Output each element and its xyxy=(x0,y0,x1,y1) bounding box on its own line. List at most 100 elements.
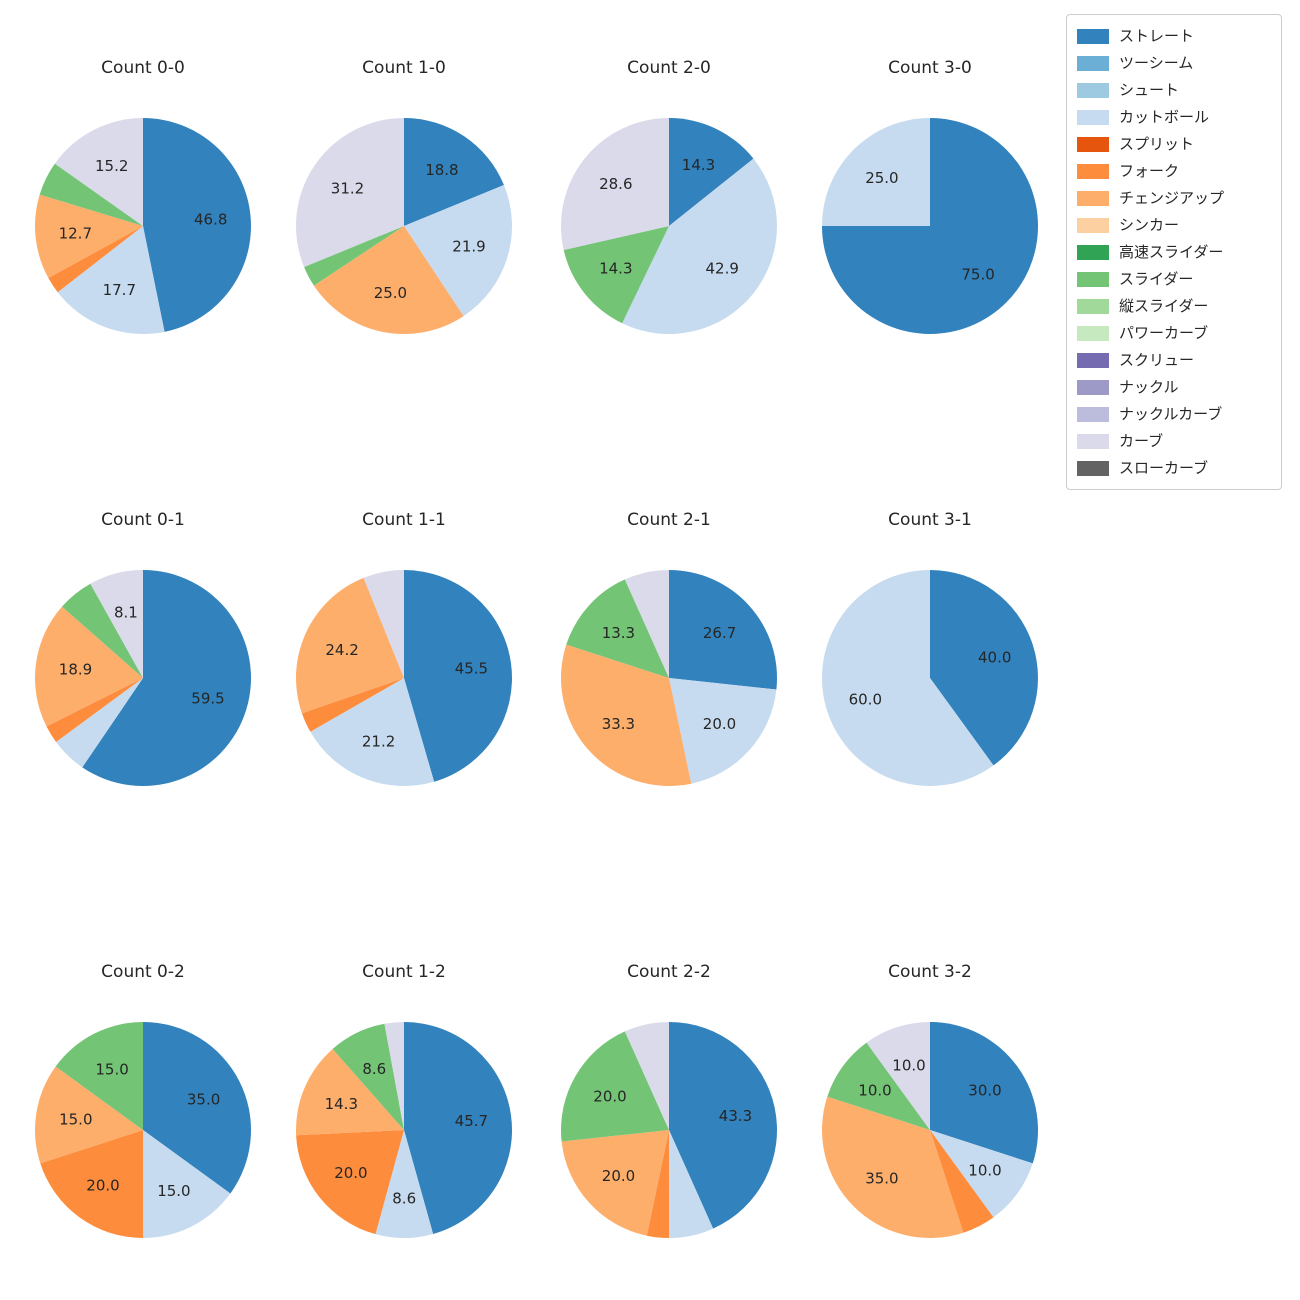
legend-item: ストレート xyxy=(1077,27,1271,45)
pie-slice xyxy=(561,644,692,787)
legend-swatch xyxy=(1077,271,1109,287)
pie-slice-label: 45.5 xyxy=(455,660,488,678)
pie-cell: Count 2-2 43.3 20.0 20.0 xyxy=(539,944,799,1245)
pie-chart: 26.7 20.0 33.3 13.3 xyxy=(561,570,777,787)
pie-chart: 46.8 17.7 12.7 15.2 xyxy=(35,118,251,334)
legend-label: シンカー xyxy=(1119,216,1180,234)
pie-title: Count 1-2 xyxy=(362,962,446,982)
pie-slice-label: 20.0 xyxy=(602,1167,635,1185)
pie-cell: Count 1-1 45.5 21.2 24.2 xyxy=(274,492,534,793)
pie-chart: 35.0 15.0 20.0 15.0 15.0 xyxy=(35,1022,251,1238)
legend-swatch xyxy=(1077,244,1109,260)
pie-slice-label: 43.3 xyxy=(719,1107,752,1125)
pie-cell: Count 2-0 14.3 42.9 14.3 28.6 xyxy=(539,40,799,341)
pie-cell: Count 2-1 26.7 20.0 33.3 13.3 xyxy=(539,492,799,793)
legend-swatch xyxy=(1077,190,1109,206)
pie-title: Count 1-1 xyxy=(362,510,446,530)
pie-slice-label: 14.3 xyxy=(599,260,632,278)
pie-slice xyxy=(313,226,464,335)
legend-item: ツーシーム xyxy=(1077,54,1271,72)
pie-slice xyxy=(669,678,777,784)
pie-slice xyxy=(930,570,1038,766)
pie-slice-label: 15.0 xyxy=(157,1182,190,1200)
pie-slice-label: 17.7 xyxy=(103,281,136,299)
pie-slice-label: 35.0 xyxy=(865,1169,898,1187)
pie-cell: Count 0-1 59.5 18.9 8.1 xyxy=(13,492,273,793)
pie-slice xyxy=(61,583,143,678)
pie-slice xyxy=(561,1031,669,1142)
pie-slice xyxy=(35,1066,143,1164)
pie-slice-label: 31.2 xyxy=(331,179,364,197)
pie-cell: Count 0-0 46.8 17.7 12.7 15.2 xyxy=(13,40,273,341)
pie-slice xyxy=(143,118,251,332)
pie-slice-label: 8.6 xyxy=(392,1189,416,1207)
legend-swatch xyxy=(1077,460,1109,476)
pie-slice-label: 15.2 xyxy=(95,157,128,175)
pie-slice xyxy=(404,118,504,226)
pie-slice xyxy=(821,570,994,786)
pie-slice-label: 75.0 xyxy=(961,265,994,283)
pie-slice-label: 14.3 xyxy=(682,156,715,174)
pie-title: Count 2-2 xyxy=(627,962,711,982)
pie-slice xyxy=(57,226,165,334)
pie-slice-label: 12.7 xyxy=(59,224,92,242)
pie-slice xyxy=(622,158,778,334)
pie-slice-label: 45.7 xyxy=(455,1112,488,1130)
legend-item: チェンジアップ xyxy=(1077,189,1271,207)
pie-slice-label: 10.0 xyxy=(858,1081,891,1099)
legend-label: フォーク xyxy=(1119,162,1180,180)
pie-slice xyxy=(822,1096,964,1238)
legend-label: スクリュー xyxy=(1119,351,1195,369)
pie-chart: 45.78.620.014.38.6 xyxy=(296,1022,512,1238)
legend-label: パワーカーブ xyxy=(1119,324,1209,342)
pie-slice-label: 59.5 xyxy=(191,689,224,707)
pie-slice-label: 21.9 xyxy=(452,237,485,255)
legend-swatch xyxy=(1077,379,1109,395)
pie-slice xyxy=(669,1130,714,1238)
pie-slice xyxy=(822,118,930,226)
legend-item: フォーク xyxy=(1077,162,1271,180)
legend-label: ナックルカーブ xyxy=(1119,405,1223,423)
pie-slice xyxy=(561,1130,669,1236)
pie-chart: 45.5 21.2 24.2 xyxy=(295,570,512,786)
pie-slice xyxy=(566,579,669,678)
pie-slice-label: 60.0 xyxy=(849,690,882,708)
legend-item: パワーカーブ xyxy=(1077,324,1271,342)
pie-title: Count 2-0 xyxy=(627,58,711,78)
pie-slice xyxy=(35,194,143,279)
pie-chart: 59.5 18.9 8.1 xyxy=(35,570,252,786)
legend-item: カーブ xyxy=(1077,432,1271,450)
legend-swatch xyxy=(1077,55,1109,71)
pie-slice xyxy=(404,570,512,782)
legend-item: スライダー xyxy=(1077,270,1271,288)
legend-swatch xyxy=(1077,82,1109,98)
pie-cell: Count 0-2 35.0 15.0 20.0 15.0 15.0 xyxy=(13,944,273,1245)
pie-chart: 75.0 25.0 xyxy=(822,118,1038,334)
legend-label: スライダー xyxy=(1119,270,1194,288)
pie-slice-label: 40.0 xyxy=(978,648,1011,666)
pie-slice xyxy=(930,1130,1033,1218)
legend-swatch xyxy=(1077,163,1109,179)
legend-label: スプリット xyxy=(1119,135,1195,153)
legend-swatch xyxy=(1077,406,1109,422)
pie-slice xyxy=(930,1022,1038,1164)
legend-label: シュート xyxy=(1119,81,1180,99)
pie-slice-label: 10.0 xyxy=(892,1057,925,1075)
pie-slice xyxy=(624,1022,669,1130)
pie-slice xyxy=(669,1022,777,1229)
legend-label: カーブ xyxy=(1119,432,1164,450)
pie-slice xyxy=(295,118,404,268)
pie-slice xyxy=(301,678,404,732)
pie-slice xyxy=(40,1130,143,1238)
pie-slice-label: 24.2 xyxy=(325,641,358,659)
legend-item: ナックルカーブ xyxy=(1077,405,1271,423)
pie-slice xyxy=(561,118,669,251)
pie-slice xyxy=(866,1022,930,1130)
pie-slice xyxy=(624,570,669,678)
pie-slice-label: 20.0 xyxy=(593,1087,626,1105)
pie-slice-label: 42.9 xyxy=(705,260,738,278)
pie-title: Count 0-1 xyxy=(101,510,185,530)
pie-slice xyxy=(304,226,404,286)
pie-title: Count 2-1 xyxy=(627,510,711,530)
pie-slice xyxy=(39,163,143,226)
